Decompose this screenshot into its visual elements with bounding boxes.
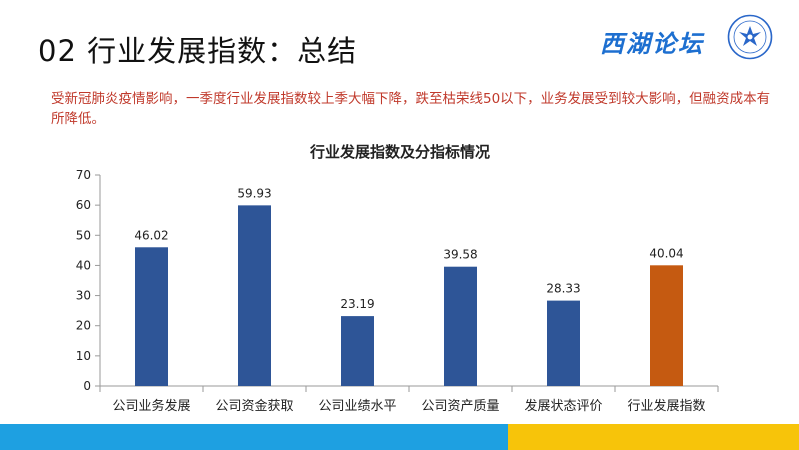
x-tick-label: 公司资产质量 xyxy=(421,399,499,414)
eagle-emblem-icon xyxy=(727,14,773,60)
y-tick-label: 30 xyxy=(76,289,91,303)
footer-band-yellow xyxy=(508,424,799,450)
data-label: 40.04 xyxy=(649,246,683,260)
data-label: 59.93 xyxy=(237,186,271,200)
bar xyxy=(135,247,168,386)
y-tick-label: 70 xyxy=(76,168,91,182)
chart-title: 行业发展指数及分指标情况 xyxy=(309,143,490,161)
x-tick-label: 公司业务发展 xyxy=(112,398,190,414)
bar xyxy=(650,265,683,386)
y-tick-label: 0 xyxy=(83,379,91,393)
y-tick-label: 60 xyxy=(76,198,91,212)
data-label: 46.02 xyxy=(134,228,168,242)
bar xyxy=(444,266,477,386)
data-label: 23.19 xyxy=(340,297,374,311)
bar xyxy=(341,316,374,386)
bar-chart: 行业发展指数及分指标情况 0 10 20 30 40 50 60 70 46.02 公司业务发展… xyxy=(76,143,719,414)
y-tick-label: 20 xyxy=(76,319,91,333)
x-tick-label: 公司资金获取 xyxy=(215,398,293,414)
y-tick-label: 50 xyxy=(76,228,91,242)
y-tick-label: 40 xyxy=(76,258,91,272)
slide-title: 02 行业发展指数：总结 xyxy=(38,34,358,68)
bar xyxy=(547,300,580,386)
data-label: 28.33 xyxy=(546,282,580,296)
x-tick-label: 行业发展指数 xyxy=(627,398,705,414)
logo-text: 西湖论坛 xyxy=(600,29,704,58)
summary-text: 受新冠肺炎疫情影响，一季度行业发展指数较上季大幅下降，跌至枯荣线50以下，业务发… xyxy=(51,91,771,127)
footer-band-blue xyxy=(0,424,508,450)
y-tick-label: 10 xyxy=(76,349,91,363)
data-label: 39.58 xyxy=(443,248,477,262)
bar xyxy=(238,205,271,386)
x-tick-label: 公司业绩水平 xyxy=(318,399,396,414)
x-tick-label: 发展状态评价 xyxy=(524,398,602,414)
